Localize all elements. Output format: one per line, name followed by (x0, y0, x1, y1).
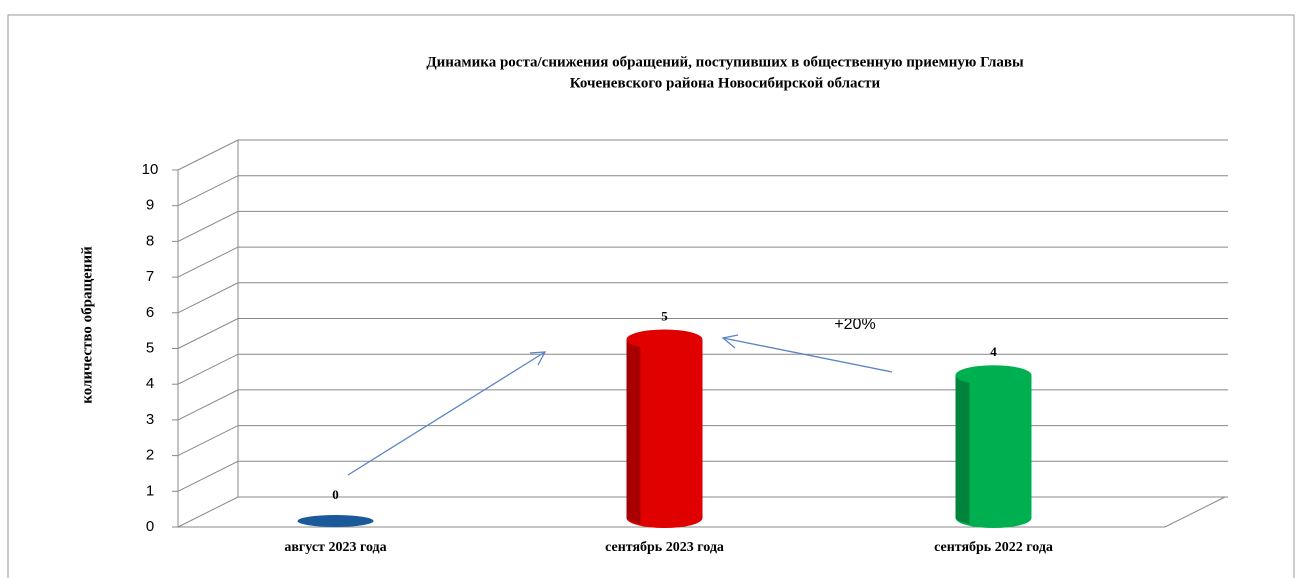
chart-title: Динамика роста/снижения обращений, посту… (426, 54, 1024, 70)
y-tick-label: 2 (146, 447, 154, 464)
grid-line (177, 282, 1228, 314)
y-tick-label: 10 (142, 161, 159, 178)
grid-line (177, 246, 1228, 278)
grid-line (177, 318, 1228, 349)
y-tick-label: 1 (146, 482, 154, 499)
y-tick-label: 3 (146, 411, 154, 428)
y-axis-label: количество обращений (79, 246, 95, 404)
x-tick-label: август 2023 года (284, 540, 386, 555)
y-tick-label: 5 (146, 339, 154, 356)
grid-line (177, 353, 1228, 385)
x-tick-label: сентябрь 2022 года (934, 540, 1053, 555)
bar (955, 375, 1032, 528)
arrow (347, 351, 546, 476)
grid-line (177, 389, 1228, 421)
bar-top (626, 329, 703, 350)
y-tick-label: 0 (146, 518, 154, 535)
data-label: 5 (661, 308, 668, 323)
grid-line (177, 460, 1228, 492)
y-tick-label: 9 (146, 197, 154, 214)
y-tick-label: 7 (146, 268, 154, 285)
grid-line (177, 210, 1228, 242)
bar-shade (955, 375, 970, 524)
arrow (722, 337, 893, 373)
y-tick-label: 4 (146, 375, 154, 392)
grid-line (177, 425, 1228, 457)
data-label: 4 (990, 344, 997, 359)
annotation: +20% (834, 316, 875, 333)
plot: 0 1 2 3 4 5 6 7 8 9 10 август 2023 года 0 сентябрь 20… (142, 139, 1228, 555)
bar (297, 515, 374, 527)
grid-line (177, 175, 1228, 207)
arrows (347, 334, 893, 476)
data-label: 0 (332, 487, 339, 502)
grid-line (177, 496, 1228, 528)
bar (626, 339, 703, 528)
bar-top (955, 365, 1032, 386)
y-tick-label: 8 (146, 232, 154, 249)
arrow-head (529, 351, 547, 366)
bar-shade (626, 339, 641, 524)
y-tick-label: 6 (146, 304, 154, 321)
x-tick-label: сентябрь 2023 года (605, 540, 724, 555)
arrow-head (721, 334, 739, 349)
grid-line (177, 139, 1228, 171)
chart-title: Коченевского района Новосибирской област… (570, 75, 881, 91)
